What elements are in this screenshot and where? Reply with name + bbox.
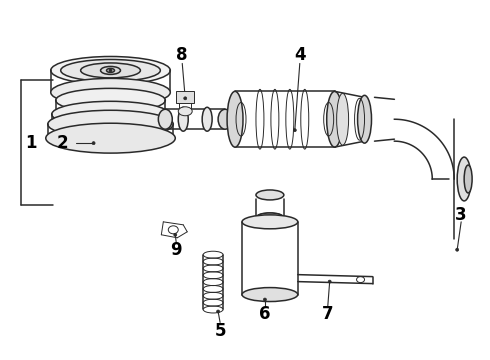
Circle shape <box>184 97 187 100</box>
Ellipse shape <box>180 93 190 101</box>
Ellipse shape <box>202 107 212 131</box>
Text: 9: 9 <box>171 241 182 259</box>
Text: 6: 6 <box>259 306 270 324</box>
Text: 1: 1 <box>25 134 37 152</box>
Circle shape <box>174 233 177 236</box>
Ellipse shape <box>61 59 160 81</box>
Circle shape <box>294 129 296 132</box>
Ellipse shape <box>218 109 232 129</box>
Ellipse shape <box>256 190 284 200</box>
Text: 4: 4 <box>294 46 306 64</box>
Text: 2: 2 <box>57 134 69 152</box>
Ellipse shape <box>337 93 348 145</box>
Ellipse shape <box>227 91 243 147</box>
Ellipse shape <box>52 101 169 127</box>
Ellipse shape <box>358 95 371 143</box>
Ellipse shape <box>178 107 192 116</box>
Ellipse shape <box>100 67 121 75</box>
Bar <box>176 91 194 103</box>
Text: 3: 3 <box>455 206 467 224</box>
Ellipse shape <box>242 288 298 302</box>
Ellipse shape <box>242 215 298 229</box>
Ellipse shape <box>46 123 175 153</box>
Text: 5: 5 <box>214 323 226 341</box>
Circle shape <box>92 141 95 145</box>
Ellipse shape <box>464 165 472 193</box>
Ellipse shape <box>457 157 471 201</box>
Ellipse shape <box>327 91 343 147</box>
Text: 7: 7 <box>322 306 334 324</box>
Ellipse shape <box>81 63 141 78</box>
Ellipse shape <box>51 78 171 106</box>
Ellipse shape <box>48 110 173 138</box>
Ellipse shape <box>256 213 284 223</box>
Circle shape <box>264 298 267 301</box>
Text: 8: 8 <box>176 46 188 64</box>
Ellipse shape <box>51 57 171 84</box>
Circle shape <box>217 310 220 313</box>
Ellipse shape <box>158 109 172 129</box>
Ellipse shape <box>56 88 165 112</box>
Circle shape <box>328 280 331 283</box>
Circle shape <box>456 248 459 251</box>
Ellipse shape <box>106 68 115 72</box>
Circle shape <box>109 69 112 72</box>
Ellipse shape <box>178 107 188 131</box>
